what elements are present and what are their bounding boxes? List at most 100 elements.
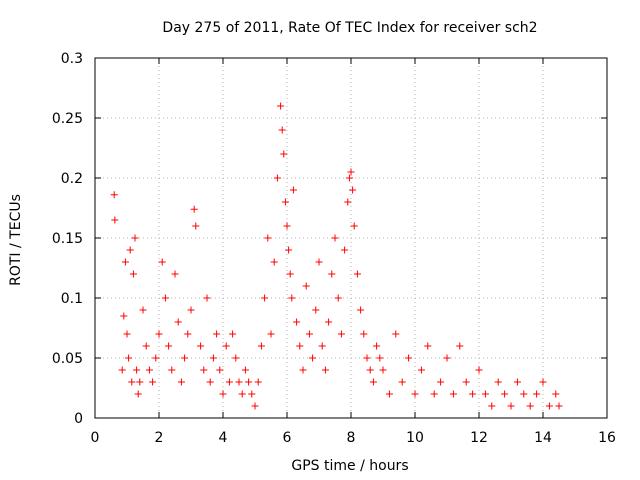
x-tick-label: 6	[283, 430, 292, 446]
data-point	[197, 342, 205, 350]
data-point	[369, 378, 377, 386]
data-point	[430, 390, 438, 398]
data-point	[398, 378, 406, 386]
data-point	[305, 330, 313, 338]
grid-lines	[95, 58, 607, 418]
data-point	[520, 390, 528, 398]
data-point	[229, 330, 237, 338]
data-point	[285, 246, 293, 254]
data-point	[245, 378, 253, 386]
data-point	[513, 378, 521, 386]
x-tick-label: 12	[470, 430, 488, 446]
data-point	[424, 342, 432, 350]
x-axis-label: GPS time / hours	[291, 458, 408, 474]
y-axis-label: ROTI / TECUs	[8, 194, 24, 286]
data-point	[225, 378, 233, 386]
data-point	[264, 234, 272, 242]
data-point	[325, 318, 333, 326]
data-point	[261, 294, 269, 302]
data-point	[213, 330, 221, 338]
data-point	[481, 390, 489, 398]
data-point	[177, 378, 185, 386]
data-point	[126, 246, 134, 254]
data-point	[171, 270, 179, 278]
data-point	[209, 354, 217, 362]
data-point	[341, 246, 349, 254]
data-point	[328, 270, 336, 278]
x-tick-label: 10	[406, 430, 424, 446]
data-point	[318, 342, 326, 350]
data-point	[219, 390, 227, 398]
data-point	[357, 306, 365, 314]
data-point	[203, 294, 211, 302]
data-point	[133, 366, 141, 374]
data-point	[222, 342, 230, 350]
x-tick-label: 0	[91, 430, 100, 446]
data-point	[392, 330, 400, 338]
data-point	[350, 222, 358, 230]
y-tick-label: 0.1	[61, 291, 83, 307]
data-point	[373, 342, 381, 350]
data-point	[251, 402, 259, 410]
data-points	[110, 102, 563, 410]
data-point	[281, 198, 289, 206]
data-point	[145, 366, 153, 374]
data-point	[238, 390, 246, 398]
data-point	[155, 330, 163, 338]
data-point	[347, 168, 355, 176]
data-point	[123, 330, 131, 338]
data-point	[149, 378, 157, 386]
data-point	[181, 354, 189, 362]
data-point	[507, 402, 515, 410]
data-point	[555, 402, 563, 410]
data-point	[411, 390, 419, 398]
data-point	[139, 306, 147, 314]
data-point	[128, 378, 136, 386]
y-tick-label: 0.15	[52, 231, 83, 247]
data-point	[334, 294, 342, 302]
data-point	[152, 354, 160, 362]
data-point	[129, 270, 137, 278]
tick-labels: 0 2 4 6 8 10 12 14 16 0 0.05 0.1 0.15 0.2 0.25 0.3	[52, 51, 616, 446]
data-point	[475, 366, 483, 374]
data-point	[121, 258, 129, 266]
data-point	[462, 378, 470, 386]
y-tick-label: 0	[74, 411, 83, 427]
data-point	[533, 390, 541, 398]
x-tick-label: 4	[219, 430, 228, 446]
data-point	[443, 354, 451, 362]
data-point	[161, 294, 169, 302]
data-point	[206, 378, 214, 386]
data-point	[118, 366, 126, 374]
data-point	[312, 306, 320, 314]
y-tick-label: 0.2	[61, 171, 83, 187]
data-point	[257, 342, 265, 350]
data-point	[111, 216, 119, 224]
data-point	[539, 378, 547, 386]
data-point	[293, 318, 301, 326]
y-tick-label: 0.25	[52, 111, 83, 127]
plot-frame	[94, 57, 608, 419]
data-point	[349, 186, 357, 194]
data-point	[344, 198, 352, 206]
data-point	[134, 390, 142, 398]
data-point	[110, 191, 118, 199]
data-point	[376, 354, 384, 362]
x-tick-label: 8	[347, 430, 356, 446]
data-point	[331, 234, 339, 242]
data-point	[168, 366, 176, 374]
data-point	[385, 390, 393, 398]
data-point	[158, 258, 166, 266]
data-point	[417, 366, 425, 374]
data-point	[267, 330, 275, 338]
data-point	[309, 354, 317, 362]
x-tick-label: 2	[155, 430, 164, 446]
data-point	[254, 378, 262, 386]
data-point	[449, 390, 457, 398]
data-point	[165, 342, 173, 350]
data-point	[232, 354, 240, 362]
data-point	[280, 150, 288, 158]
data-point	[552, 390, 560, 398]
data-point	[299, 366, 307, 374]
